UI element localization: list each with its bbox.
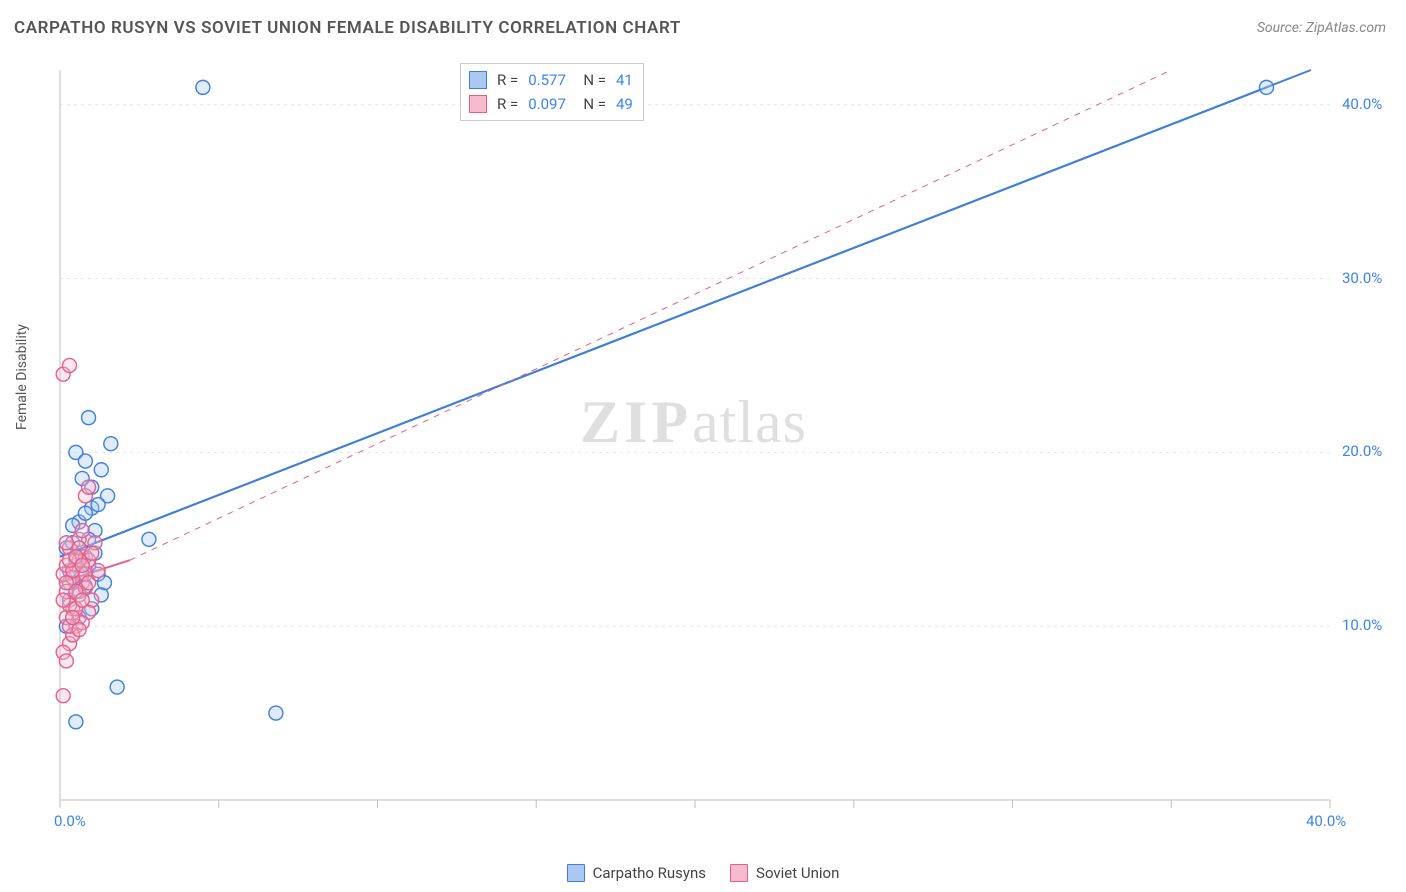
- correlation-stats-box: R = 0.577 N = 41R = 0.097 N = 49: [460, 63, 644, 121]
- source-attribution: Source: ZipAtlas.com: [1257, 20, 1386, 36]
- statbox-swatch: [469, 95, 487, 113]
- plot-area: [50, 60, 1390, 830]
- statbox-row: R = 0.577 N = 41: [469, 68, 633, 92]
- source-label: Source:: [1257, 20, 1302, 36]
- statbox-n-value: 49: [616, 92, 633, 116]
- legend-item: Soviet Union: [730, 864, 839, 882]
- chart-title: CARPATHO RUSYN VS SOVIET UNION FEMALE DI…: [14, 18, 681, 38]
- plot-svg: [50, 60, 1390, 830]
- statbox-r-value: 0.097: [528, 92, 566, 116]
- statbox-n-label: N =: [576, 92, 606, 116]
- legend-label: Carpatho Rusyns: [593, 864, 706, 882]
- statbox-n-label: N =: [576, 68, 606, 92]
- y-tick-label: 30.0%: [1342, 269, 1382, 287]
- source-value: ZipAtlas.com: [1306, 20, 1386, 36]
- y-axis-label: Female Disability: [14, 324, 30, 430]
- statbox-swatch: [469, 71, 487, 89]
- x-tick-label: 0.0%: [54, 812, 86, 830]
- legend-label: Soviet Union: [756, 864, 839, 882]
- chart-container: CARPATHO RUSYN VS SOVIET UNION FEMALE DI…: [0, 0, 1406, 892]
- x-tick-label: 40.0%: [1306, 812, 1346, 830]
- legend-item: Carpatho Rusyns: [567, 864, 706, 882]
- y-tick-label: 10.0%: [1342, 616, 1382, 634]
- y-tick-label: 20.0%: [1342, 442, 1382, 460]
- statbox-n-value: 41: [616, 68, 633, 92]
- y-tick-label: 40.0%: [1342, 95, 1382, 113]
- bottom-legend: Carpatho Rusyns Soviet Union: [0, 864, 1406, 886]
- statbox-r-label: R =: [497, 68, 518, 92]
- statbox-row: R = 0.097 N = 49: [469, 92, 633, 116]
- statbox-r-label: R =: [497, 92, 518, 116]
- legend-swatch: [730, 864, 748, 882]
- legend-swatch: [567, 864, 585, 882]
- statbox-r-value: 0.577: [528, 68, 566, 92]
